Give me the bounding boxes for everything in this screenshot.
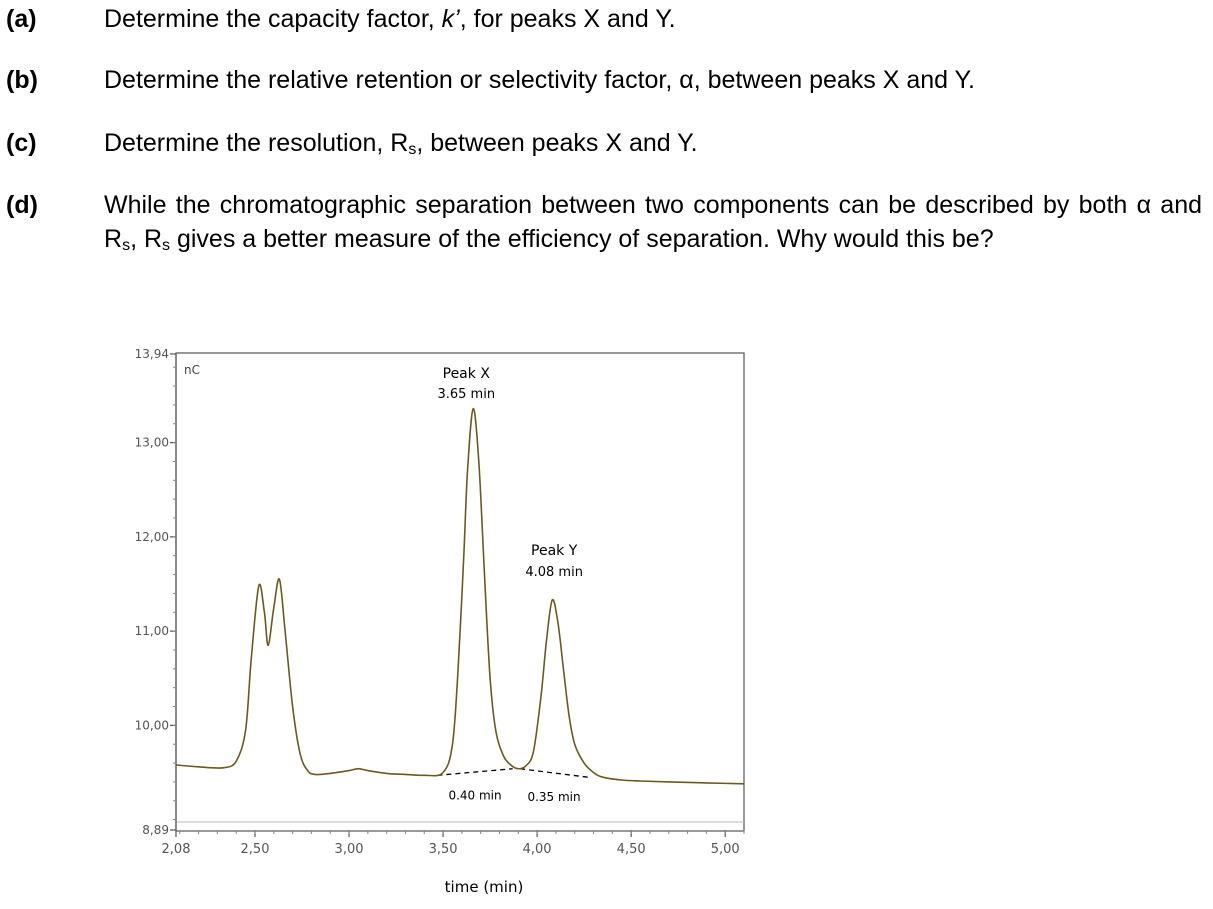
baseline-width-line — [520, 768, 588, 778]
y-axis: 8,89 10,00 11,00 12,00 13,00 13,94 — [135, 347, 177, 837]
peak-retention-time: 3.65 min — [437, 387, 495, 402]
baseline-width-label: 0.40 min — [448, 788, 501, 802]
y-tick-label: 12,00 — [135, 530, 169, 544]
x-tick-label: 5,00 — [711, 842, 740, 857]
question-label: (d) — [6, 191, 38, 219]
question-label: (b) — [6, 66, 38, 94]
peak-label: Peak Y — [531, 543, 578, 559]
x-tick-label: 2,08 — [162, 842, 191, 857]
question-text: Determine the resolution, Rs, between pe… — [104, 129, 698, 158]
question-text: While the chromatographic separation bet… — [104, 191, 1202, 254]
y-tick-label: 8,89 — [142, 823, 169, 837]
x-tick-label: 4,00 — [523, 842, 552, 857]
y-tick-label: 10,00 — [135, 718, 169, 732]
x-tick-label: 3,00 — [335, 842, 364, 857]
chromatogram-trace — [175, 407, 745, 785]
y-tick-label: 11,00 — [135, 624, 169, 638]
x-tick-label: 2,50 — [241, 842, 270, 857]
question-label: (c) — [6, 129, 37, 157]
chromatogram-chart: nC 8,89 10,00 11,00 12,00 13,00 13,94 2,08 2,5… — [135, 347, 745, 896]
baseline-width-label: 0.35 min — [527, 790, 580, 804]
question-label: (a) — [6, 5, 37, 33]
y-tick-label: 13,00 — [135, 436, 169, 450]
question-text: Determine the relative retention or sele… — [104, 66, 975, 94]
peak-label: Peak X — [443, 366, 491, 382]
y-axis-unit-label: nC — [184, 363, 200, 377]
x-axis: 2,08 2,50 3,00 3,50 4,00 4,50 5,00 — [162, 830, 745, 857]
question-text: Determine the capacity factor, k’, for p… — [104, 5, 676, 33]
x-tick-label: 4,50 — [617, 842, 646, 857]
peak-retention-time: 4.08 min — [525, 565, 583, 580]
x-tick-label: 3,50 — [429, 842, 458, 857]
baseline-width-markers: 0.40 min 0.35 min — [437, 768, 588, 804]
baseline-width-line — [437, 768, 513, 776]
y-tick-label: 13,94 — [135, 347, 169, 361]
x-axis-title: time (min) — [445, 878, 524, 896]
peak-annotations: Peak X 3.65 min Peak Y 4.08 min — [437, 366, 582, 580]
